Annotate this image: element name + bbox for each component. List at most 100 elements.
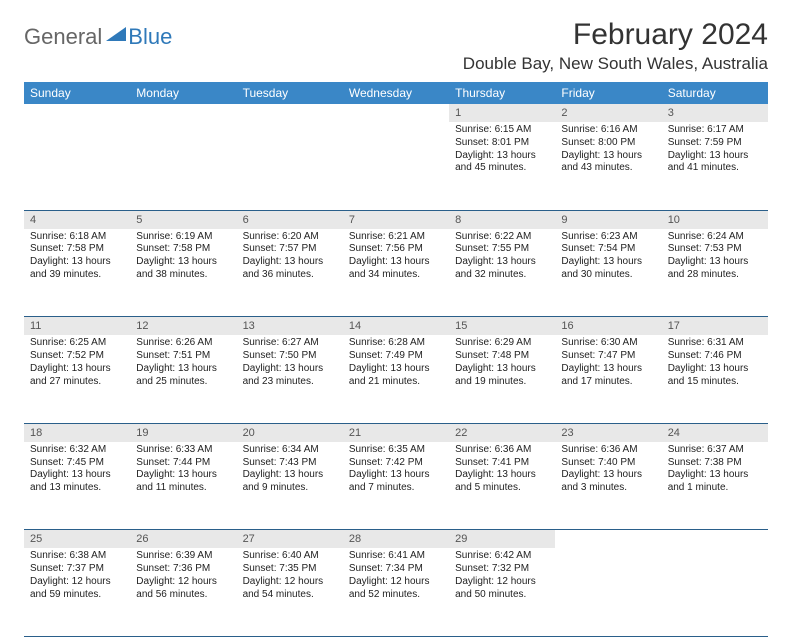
daylight-text: Daylight: 13 hours — [561, 150, 655, 163]
sunrise-text: Sunrise: 6:20 AM — [243, 231, 337, 244]
day-number-cell: 21 — [343, 423, 449, 442]
sunset-text: Sunset: 7:42 PM — [349, 457, 443, 470]
day-number-cell: 14 — [343, 317, 449, 336]
day-number-cell: 1 — [449, 104, 555, 122]
day-number-cell: 25 — [24, 530, 130, 549]
day-cell: Sunrise: 6:24 AMSunset: 7:53 PMDaylight:… — [662, 229, 768, 317]
day-cell: Sunrise: 6:27 AMSunset: 7:50 PMDaylight:… — [237, 335, 343, 423]
daylight-text: Daylight: 13 hours — [455, 363, 549, 376]
daylight-text: Daylight: 13 hours — [136, 256, 230, 269]
daylight-text: Daylight: 13 hours — [561, 363, 655, 376]
day-number-cell: 24 — [662, 423, 768, 442]
day-number-cell: 20 — [237, 423, 343, 442]
day-number-cell: 7 — [343, 210, 449, 229]
day-number-cell: 4 — [24, 210, 130, 229]
logo-text-general: General — [24, 24, 102, 50]
sunset-text: Sunset: 7:34 PM — [349, 563, 443, 576]
daylight-text: Daylight: 12 hours — [349, 576, 443, 589]
logo-text-blue: Blue — [128, 24, 172, 50]
daylight-text: Daylight: 13 hours — [349, 469, 443, 482]
daylight-text: and 41 minutes. — [668, 162, 762, 175]
week-row: Sunrise: 6:25 AMSunset: 7:52 PMDaylight:… — [24, 335, 768, 423]
sunset-text: Sunset: 7:55 PM — [455, 243, 549, 256]
daylight-text: and 11 minutes. — [136, 482, 230, 495]
day-cell: Sunrise: 6:38 AMSunset: 7:37 PMDaylight:… — [24, 548, 130, 636]
daylight-text: and 50 minutes. — [455, 589, 549, 602]
daylight-text: and 3 minutes. — [561, 482, 655, 495]
sunrise-text: Sunrise: 6:27 AM — [243, 337, 337, 350]
sunset-text: Sunset: 7:43 PM — [243, 457, 337, 470]
daylight-text: Daylight: 13 hours — [561, 469, 655, 482]
sunset-text: Sunset: 7:59 PM — [668, 137, 762, 150]
sunrise-text: Sunrise: 6:18 AM — [30, 231, 124, 244]
sunrise-text: Sunrise: 6:32 AM — [30, 444, 124, 457]
header: General Blue February 2024 Double Bay, N… — [24, 18, 768, 74]
sunrise-text: Sunrise: 6:30 AM — [561, 337, 655, 350]
day-cell: Sunrise: 6:22 AMSunset: 7:55 PMDaylight:… — [449, 229, 555, 317]
daynum-row: 2526272829 — [24, 530, 768, 549]
day-cell: Sunrise: 6:34 AMSunset: 7:43 PMDaylight:… — [237, 442, 343, 530]
sunset-text: Sunset: 7:56 PM — [349, 243, 443, 256]
sunrise-text: Sunrise: 6:37 AM — [668, 444, 762, 457]
day-number-cell: 10 — [662, 210, 768, 229]
daylight-text: and 1 minute. — [668, 482, 762, 495]
weekday-header: Sunday — [24, 82, 130, 104]
day-number-cell: 27 — [237, 530, 343, 549]
daylight-text: Daylight: 13 hours — [668, 469, 762, 482]
sunrise-text: Sunrise: 6:42 AM — [455, 550, 549, 563]
sunset-text: Sunset: 7:51 PM — [136, 350, 230, 363]
sunrise-text: Sunrise: 6:17 AM — [668, 124, 762, 137]
daylight-text: Daylight: 13 hours — [349, 363, 443, 376]
day-number-cell — [555, 530, 661, 549]
daylight-text: and 34 minutes. — [349, 269, 443, 282]
sunset-text: Sunset: 8:01 PM — [455, 137, 549, 150]
daylight-text: Daylight: 12 hours — [136, 576, 230, 589]
day-number-cell: 11 — [24, 317, 130, 336]
day-number-cell: 5 — [130, 210, 236, 229]
week-row: Sunrise: 6:32 AMSunset: 7:45 PMDaylight:… — [24, 442, 768, 530]
calendar-table: Sunday Monday Tuesday Wednesday Thursday… — [24, 82, 768, 637]
title-block: February 2024 Double Bay, New South Wale… — [463, 18, 768, 74]
day-cell: Sunrise: 6:23 AMSunset: 7:54 PMDaylight:… — [555, 229, 661, 317]
day-number-cell: 13 — [237, 317, 343, 336]
logo-triangle-icon — [106, 27, 126, 41]
sunrise-text: Sunrise: 6:35 AM — [349, 444, 443, 457]
sunset-text: Sunset: 7:32 PM — [455, 563, 549, 576]
daylight-text: and 39 minutes. — [30, 269, 124, 282]
daylight-text: and 30 minutes. — [561, 269, 655, 282]
sunset-text: Sunset: 7:35 PM — [243, 563, 337, 576]
daylight-text: Daylight: 13 hours — [349, 256, 443, 269]
daynum-row: 123 — [24, 104, 768, 122]
sunrise-text: Sunrise: 6:33 AM — [136, 444, 230, 457]
sunrise-text: Sunrise: 6:25 AM — [30, 337, 124, 350]
daylight-text: and 7 minutes. — [349, 482, 443, 495]
sunrise-text: Sunrise: 6:31 AM — [668, 337, 762, 350]
daylight-text: and 19 minutes. — [455, 376, 549, 389]
daylight-text: and 23 minutes. — [243, 376, 337, 389]
page-title: February 2024 — [463, 18, 768, 52]
sunset-text: Sunset: 7:40 PM — [561, 457, 655, 470]
sunrise-text: Sunrise: 6:23 AM — [561, 231, 655, 244]
daylight-text: Daylight: 12 hours — [455, 576, 549, 589]
day-cell: Sunrise: 6:35 AMSunset: 7:42 PMDaylight:… — [343, 442, 449, 530]
day-cell: Sunrise: 6:39 AMSunset: 7:36 PMDaylight:… — [130, 548, 236, 636]
daylight-text: Daylight: 13 hours — [455, 469, 549, 482]
daylight-text: and 56 minutes. — [136, 589, 230, 602]
daynum-row: 18192021222324 — [24, 423, 768, 442]
day-number-cell: 28 — [343, 530, 449, 549]
sunrise-text: Sunrise: 6:34 AM — [243, 444, 337, 457]
day-number-cell: 23 — [555, 423, 661, 442]
sunrise-text: Sunrise: 6:38 AM — [30, 550, 124, 563]
sunrise-text: Sunrise: 6:41 AM — [349, 550, 443, 563]
sunset-text: Sunset: 7:50 PM — [243, 350, 337, 363]
day-cell: Sunrise: 6:33 AMSunset: 7:44 PMDaylight:… — [130, 442, 236, 530]
sunrise-text: Sunrise: 6:19 AM — [136, 231, 230, 244]
sunrise-text: Sunrise: 6:21 AM — [349, 231, 443, 244]
daylight-text: and 32 minutes. — [455, 269, 549, 282]
day-cell: Sunrise: 6:26 AMSunset: 7:51 PMDaylight:… — [130, 335, 236, 423]
daylight-text: and 9 minutes. — [243, 482, 337, 495]
week-row: Sunrise: 6:18 AMSunset: 7:58 PMDaylight:… — [24, 229, 768, 317]
day-number-cell: 19 — [130, 423, 236, 442]
day-cell: Sunrise: 6:41 AMSunset: 7:34 PMDaylight:… — [343, 548, 449, 636]
day-cell — [24, 122, 130, 210]
